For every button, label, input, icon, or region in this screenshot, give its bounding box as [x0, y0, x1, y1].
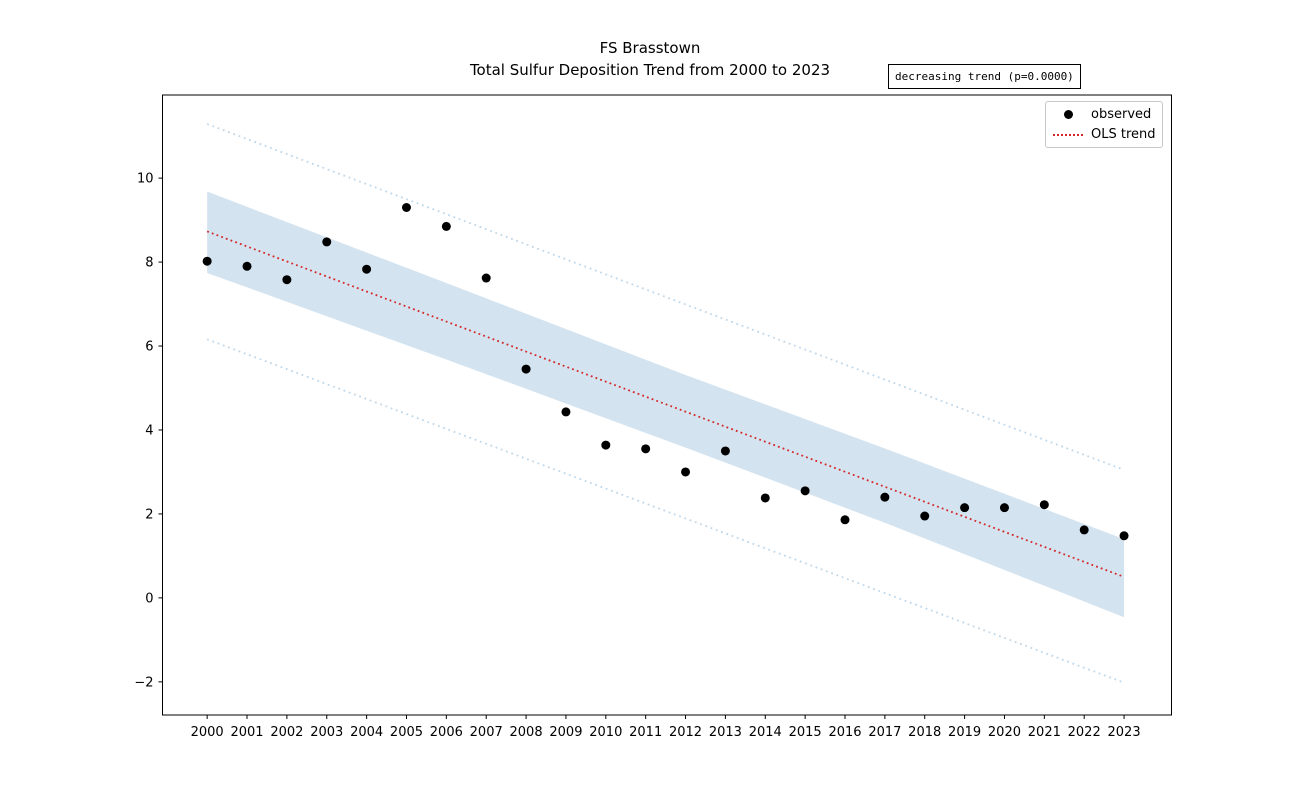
data-point	[1039, 500, 1049, 510]
x-axis-tick-label: 2012	[669, 725, 702, 740]
x-axis-tick-label: 2007	[470, 725, 503, 740]
data-point	[760, 493, 770, 503]
x-axis-tick-label: 2023	[1108, 725, 1141, 740]
chart-title-line2: Total Sulfur Deposition Trend from 2000 …	[469, 61, 831, 79]
prediction-interval-lower-line	[206, 338, 1125, 684]
data-point	[999, 503, 1009, 513]
legend-item-observed: observed	[1052, 104, 1158, 124]
legend: observed OLS trend	[1045, 101, 1163, 148]
x-axis-tick-label: 2006	[430, 725, 463, 740]
x-axis-tick-label: 2022	[1068, 725, 1101, 740]
data-point	[720, 446, 730, 456]
data-point	[920, 511, 930, 521]
x-axis-tick-label: 2013	[709, 725, 742, 740]
data-point	[282, 275, 292, 285]
x-axis-tick-label: 2003	[310, 725, 343, 740]
y-axis-tick-label: 8	[145, 256, 153, 271]
data-point	[880, 492, 890, 502]
data-point	[322, 237, 332, 247]
legend-item-ols-trend: OLS trend	[1052, 125, 1158, 145]
data-point	[481, 273, 491, 283]
data-point	[401, 202, 411, 212]
y-axis-tick-label: 6	[145, 340, 153, 355]
ols-trend-line	[206, 230, 1125, 578]
data-point	[800, 486, 810, 496]
data-point	[202, 256, 212, 266]
y-axis-tick-label: 10	[137, 172, 154, 187]
trend-annotation-text: decreasing trend (p=0.0000)	[895, 70, 1074, 83]
x-axis-tick-label: 2002	[270, 725, 303, 740]
data-point	[362, 264, 372, 274]
axes-frame	[162, 94, 1172, 716]
trend-annotation-box: decreasing trend (p=0.0000)	[888, 64, 1081, 89]
x-axis-tick-label: 2015	[789, 725, 822, 740]
x-axis-tick-label: 2018	[908, 725, 941, 740]
data-point	[960, 503, 970, 513]
data-point	[1119, 531, 1129, 541]
x-axis-tick-label: 2019	[948, 725, 981, 740]
data-point	[641, 444, 651, 454]
x-axis-tick-label: 2005	[390, 725, 423, 740]
ols-trend-line-icon	[1052, 133, 1084, 136]
x-axis-tick-label: 2014	[749, 725, 782, 740]
y-axis-tick-label: 4	[145, 423, 153, 438]
x-axis-tick-label: 2021	[1028, 725, 1061, 740]
data-point	[681, 467, 691, 477]
chart-title: FS Brasstown Total Sulfur Deposition Tre…	[0, 37, 1300, 81]
data-point	[601, 440, 611, 450]
data-point	[561, 407, 571, 417]
legend-label-ols-trend: OLS trend	[1091, 127, 1156, 143]
x-axis-tick-label: 2011	[629, 725, 662, 740]
chart-title-line1: FS Brasstown	[599, 39, 701, 57]
x-axis-tick-label: 2009	[549, 725, 582, 740]
legend-label-observed: observed	[1091, 106, 1152, 122]
data-point	[242, 261, 252, 271]
confidence-band	[207, 191, 1125, 618]
y-axis-tick-label: 0	[145, 591, 153, 606]
y-axis-tick-label: −2	[134, 675, 153, 690]
x-axis-tick-label: 2008	[510, 725, 543, 740]
data-point	[840, 515, 850, 525]
x-axis-tick-label: 2010	[589, 725, 622, 740]
prediction-interval-upper-line	[206, 123, 1125, 471]
data-point	[521, 364, 531, 374]
data-point	[1079, 525, 1089, 535]
data-point	[441, 221, 451, 231]
x-axis-tick-label: 2004	[350, 725, 383, 740]
x-axis-tick-label: 2016	[828, 725, 861, 740]
observed-marker-icon	[1052, 109, 1084, 119]
x-axis-tick-label: 2000	[191, 725, 224, 740]
y-axis-tick-label: 2	[145, 507, 153, 522]
x-axis-tick-label: 2020	[988, 725, 1021, 740]
x-axis-tick-label: 2017	[868, 725, 901, 740]
x-axis-tick-label: 2001	[230, 725, 263, 740]
